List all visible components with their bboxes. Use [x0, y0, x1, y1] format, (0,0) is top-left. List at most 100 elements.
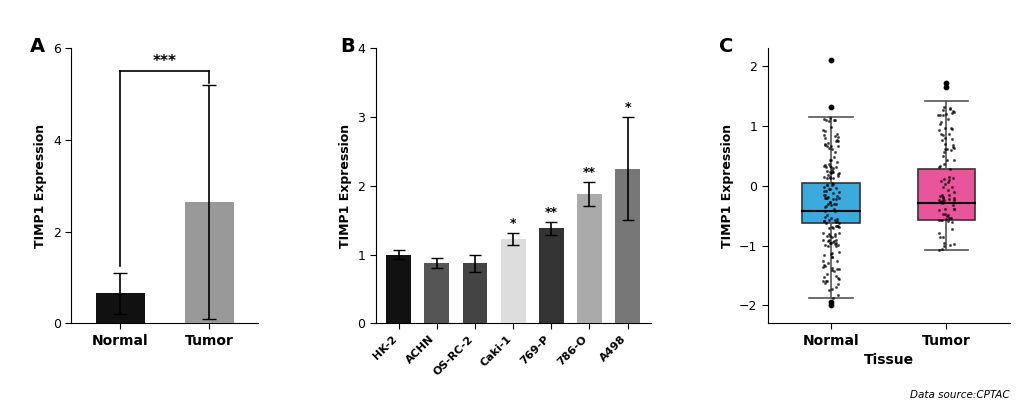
Point: [945, 109, 961, 115]
Point: [819, 172, 836, 178]
Point: [816, 141, 833, 147]
Point: [930, 163, 947, 169]
Point: [935, 160, 952, 167]
Point: [821, 240, 838, 246]
Point: [945, 143, 961, 150]
Point: [937, 84, 954, 90]
Point: [942, 124, 958, 131]
Point: [944, 225, 960, 232]
Point: [821, 174, 838, 180]
Point: [936, 141, 953, 147]
Point: [823, 265, 840, 271]
Point: [935, 211, 952, 217]
Point: [815, 163, 832, 169]
Point: [945, 197, 961, 203]
Point: [830, 220, 847, 226]
Text: A: A: [31, 38, 46, 57]
Point: [942, 106, 958, 113]
Point: [821, 169, 838, 175]
Bar: [538, 228, 564, 323]
Point: [816, 242, 833, 248]
Point: [935, 239, 952, 246]
Point: [819, 118, 836, 124]
Point: [823, 166, 840, 173]
Point: [933, 234, 950, 240]
Point: [829, 171, 846, 177]
Point: [816, 135, 833, 141]
Point: [930, 234, 947, 240]
Point: [940, 116, 956, 122]
Point: [828, 131, 845, 137]
Point: [930, 112, 947, 118]
Point: [823, 180, 840, 187]
Point: [940, 217, 956, 224]
Point: [937, 80, 954, 86]
Point: [936, 124, 953, 131]
Point: [829, 248, 846, 255]
Point: [822, 240, 839, 246]
Point: [824, 267, 841, 274]
Point: [830, 266, 847, 273]
Point: [942, 242, 958, 248]
Point: [936, 111, 953, 118]
Point: [944, 110, 960, 116]
Point: [946, 189, 962, 196]
Point: [820, 186, 837, 193]
Point: [816, 204, 833, 210]
Point: [823, 181, 840, 187]
Point: [825, 230, 842, 237]
Point: [938, 213, 955, 219]
Point: [826, 201, 843, 207]
Point: [820, 217, 837, 223]
Point: [819, 243, 836, 250]
Point: [829, 230, 846, 237]
Point: [820, 199, 837, 205]
Point: [933, 210, 950, 217]
Point: [935, 206, 952, 213]
Point: [818, 278, 835, 284]
Point: [823, 224, 840, 230]
Point: [941, 174, 957, 180]
Point: [825, 241, 842, 248]
Point: [822, 215, 839, 222]
Point: [822, 202, 839, 208]
Point: [815, 195, 832, 202]
Text: B: B: [339, 38, 355, 57]
Point: [823, 182, 840, 188]
Point: [815, 280, 832, 286]
Point: [821, 164, 838, 170]
Point: [815, 187, 832, 194]
Point: [821, 186, 838, 192]
Point: [934, 184, 951, 191]
Point: [823, 250, 840, 256]
Text: **: **: [583, 166, 595, 179]
Point: [824, 295, 841, 301]
Point: [940, 131, 956, 137]
Point: [822, 299, 839, 305]
Point: [822, 170, 839, 176]
Point: [815, 192, 832, 198]
Point: [827, 217, 844, 224]
Point: [826, 133, 843, 140]
Point: [930, 126, 947, 133]
Point: [821, 175, 838, 181]
Point: [932, 191, 949, 198]
Point: [826, 138, 843, 145]
Point: [936, 216, 953, 222]
Point: [820, 161, 837, 167]
Point: [826, 196, 843, 203]
Point: [815, 262, 832, 268]
Text: *: *: [510, 217, 516, 230]
Text: **: **: [544, 206, 557, 219]
Point: [821, 233, 838, 239]
Point: [944, 108, 960, 114]
Bar: [96, 293, 145, 323]
Point: [817, 167, 834, 174]
Point: [940, 215, 956, 221]
Point: [815, 174, 832, 181]
Point: [943, 215, 959, 221]
Point: [936, 181, 953, 187]
Point: [828, 292, 845, 299]
Point: [814, 218, 830, 224]
Point: [945, 175, 961, 181]
